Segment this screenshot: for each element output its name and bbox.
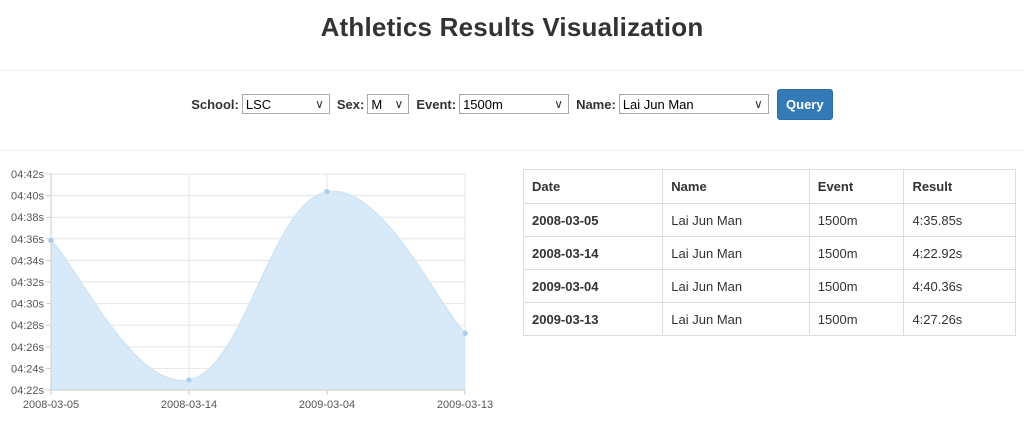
cell-name: Lai Jun Man bbox=[662, 269, 810, 303]
cell-date: 2009-03-04 bbox=[522, 269, 664, 303]
column-header-result: Result bbox=[903, 169, 1016, 204]
y-tick-label: 04:30s bbox=[11, 299, 45, 311]
x-tick-label: 2008-03-14 bbox=[161, 399, 217, 411]
column-header-date: Date bbox=[522, 169, 664, 204]
cell-result: 4:35.85s bbox=[903, 203, 1016, 237]
y-tick-label: 04:22s bbox=[11, 385, 45, 397]
y-tick-label: 04:40s bbox=[11, 191, 45, 203]
cell-date: 2008-03-05 bbox=[522, 203, 664, 237]
column-header-event: Event bbox=[808, 169, 905, 204]
event-select[interactable]: 1500m ∨ bbox=[459, 94, 570, 114]
filter-bar: School: LSC ∨ Sex: M ∨ Event: 1500m ∨ Na… bbox=[0, 88, 1024, 120]
name-label: Name: bbox=[576, 96, 616, 112]
cell-name: Lai Jun Man bbox=[662, 236, 810, 270]
y-tick-label: 04:38s bbox=[11, 212, 45, 224]
results-chart: 04:22s 04:24s 04:26s 04:28s 04:30s 04:32s 04:3… bbox=[0, 162, 505, 422]
school-select[interactable]: LSC ∨ bbox=[241, 94, 330, 114]
cell-event: 1500m bbox=[808, 236, 905, 270]
school-label: School: bbox=[191, 96, 239, 112]
cell-event: 1500m bbox=[808, 302, 905, 336]
column-header-name: Name bbox=[662, 169, 810, 204]
chevron-down-icon: ∨ bbox=[315, 97, 324, 111]
y-tick-label: 04:26s bbox=[11, 342, 45, 354]
divider-top bbox=[0, 70, 1024, 71]
divider-middle bbox=[0, 150, 1024, 151]
x-tick-label: 2009-03-13 bbox=[437, 399, 493, 411]
y-tick-label: 04:42s bbox=[11, 169, 45, 181]
series-line bbox=[50, 190, 466, 382]
cell-name: Lai Jun Man bbox=[662, 302, 810, 336]
table-header-row: Date Name Event Result bbox=[522, 169, 1016, 204]
x-tick-label: 2008-03-05 bbox=[23, 399, 79, 411]
cell-date: 2009-03-13 bbox=[522, 302, 664, 336]
event-label: Event: bbox=[416, 96, 457, 112]
table-row: 2009-03-13 Lai Jun Man 1500m 4:27.26s bbox=[522, 302, 1016, 336]
series-area bbox=[51, 191, 465, 390]
sex-select[interactable]: M ∨ bbox=[367, 94, 410, 114]
event-select-value: 1500m bbox=[463, 97, 503, 112]
chevron-down-icon: ∨ bbox=[554, 97, 564, 111]
data-point bbox=[47, 237, 55, 244]
y-tick-label: 04:24s bbox=[11, 363, 45, 375]
page-title: Athletics Results Visualization bbox=[320, 12, 704, 42]
y-tick-label: 04:28s bbox=[11, 320, 45, 332]
data-point bbox=[461, 329, 469, 337]
results-table: Date Name Event Result 2008-03-05 Lai Ju… bbox=[522, 169, 1016, 336]
x-tick-label: 2009-03-04 bbox=[299, 399, 355, 411]
chevron-down-icon: ∨ bbox=[754, 97, 763, 111]
data-point bbox=[185, 376, 193, 384]
cell-result: 4:40.36s bbox=[903, 269, 1016, 303]
results-chart-svg: 04:22s 04:24s 04:26s 04:28s 04:30s 04:32s 04:3… bbox=[11, 169, 493, 411]
cell-result: 4:27.26s bbox=[903, 302, 1016, 336]
sex-select-value: M bbox=[371, 97, 383, 112]
cell-event: 1500m bbox=[808, 269, 905, 303]
y-tick-label: 04:32s bbox=[11, 277, 45, 289]
y-tick-label: 04:36s bbox=[11, 234, 45, 246]
y-tick-label: 04:34s bbox=[11, 255, 45, 267]
query-button[interactable]: Query bbox=[776, 88, 833, 120]
school-select-value: LSC bbox=[245, 97, 272, 112]
name-select[interactable]: Lai Jun Man ∨ bbox=[618, 94, 769, 114]
sex-label: Sex: bbox=[336, 96, 365, 112]
table-row: 2008-03-14 Lai Jun Man 1500m 4:22.92s bbox=[522, 236, 1016, 270]
data-point bbox=[323, 188, 331, 195]
chevron-down-icon: ∨ bbox=[394, 97, 404, 111]
cell-date: 2008-03-14 bbox=[522, 236, 664, 270]
name-select-value: Lai Jun Man bbox=[622, 97, 694, 112]
cell-result: 4:22.92s bbox=[903, 236, 1016, 270]
table-row: 2008-03-05 Lai Jun Man 1500m 4:35.85s bbox=[522, 203, 1016, 237]
cell-event: 1500m bbox=[808, 203, 905, 237]
table-row: 2009-03-04 Lai Jun Man 1500m 4:40.36s bbox=[522, 269, 1016, 303]
cell-name: Lai Jun Man bbox=[662, 203, 810, 237]
